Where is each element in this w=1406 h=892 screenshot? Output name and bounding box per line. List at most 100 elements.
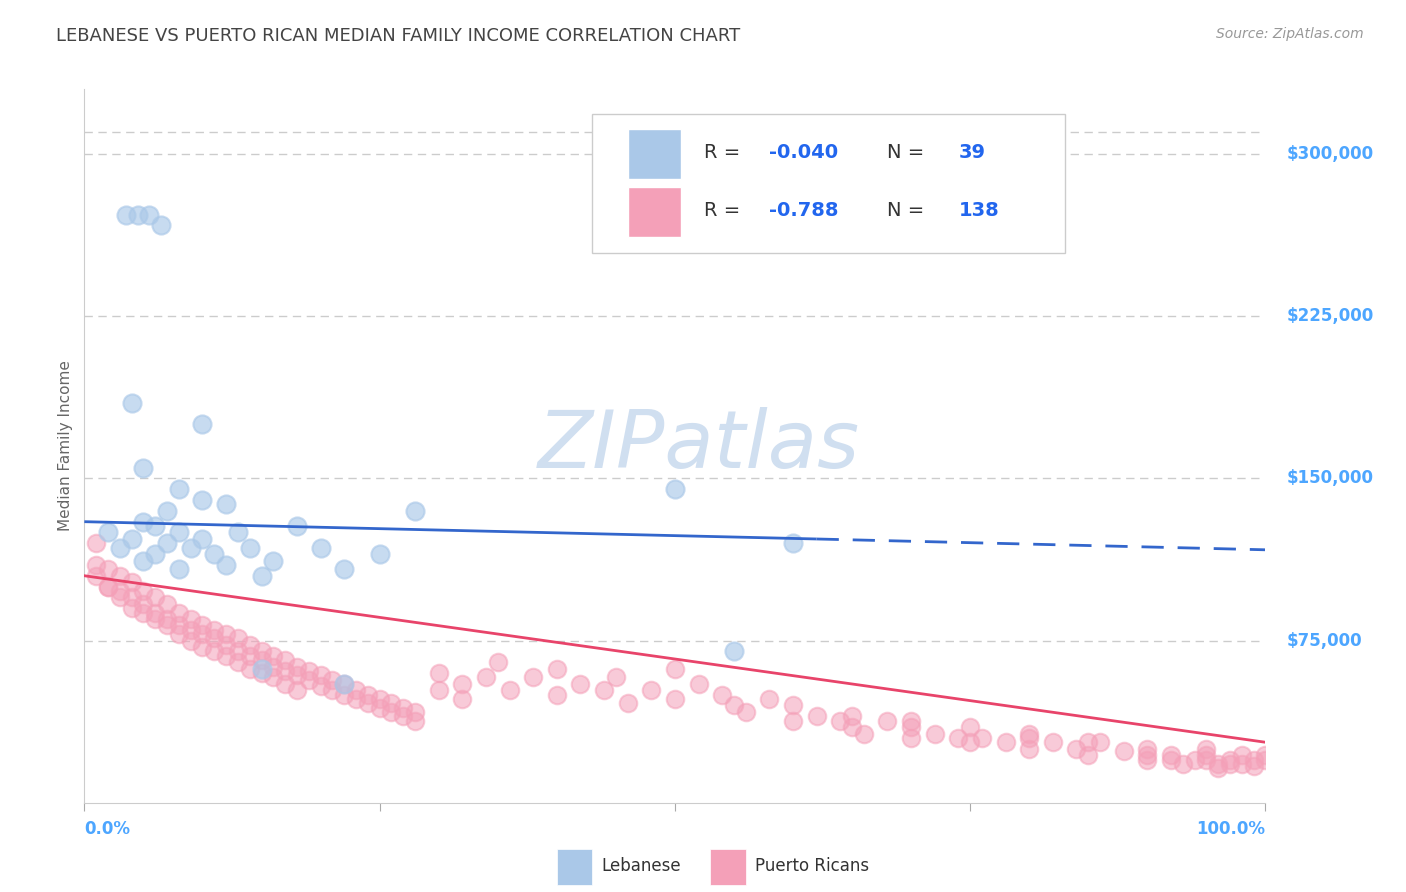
Bar (627, 129, 681, 179)
Point (1195, 741, 1218, 756)
Point (333, 677, 356, 691)
Point (108, 583, 131, 598)
Point (994, 735, 1017, 749)
Point (368, 700, 391, 714)
Point (321, 683, 343, 698)
Point (1243, 759, 1265, 773)
Point (1206, 761, 1229, 775)
Point (900, 720, 922, 734)
Point (226, 632, 249, 646)
Point (167, 562, 190, 576)
Point (121, 601, 143, 615)
Point (333, 677, 356, 691)
Bar (627, 186, 681, 236)
Point (309, 679, 332, 693)
Point (121, 532, 143, 546)
Point (1112, 744, 1135, 758)
Point (108, 568, 131, 582)
Point (451, 692, 474, 706)
Point (180, 623, 202, 637)
Point (191, 493, 214, 508)
Point (262, 659, 284, 673)
Point (368, 692, 391, 706)
Point (132, 553, 155, 567)
Point (664, 692, 686, 706)
Point (1243, 753, 1265, 767)
Point (380, 696, 402, 710)
Text: R =: R = (704, 144, 747, 162)
Point (132, 597, 155, 611)
Point (132, 583, 155, 598)
Point (274, 653, 297, 667)
Point (285, 668, 308, 682)
Point (108, 591, 131, 605)
Point (1088, 735, 1111, 749)
Point (250, 644, 273, 658)
Bar (710, 849, 745, 885)
Point (1254, 753, 1277, 767)
Point (1077, 748, 1099, 763)
Point (298, 673, 321, 687)
Point (250, 653, 273, 667)
Text: $225,000: $225,000 (1286, 307, 1374, 326)
Text: Lebanese: Lebanese (602, 856, 682, 874)
Point (143, 612, 166, 626)
Point (451, 677, 474, 691)
Point (522, 670, 544, 684)
Point (226, 525, 249, 540)
Point (250, 568, 273, 582)
Point (1160, 753, 1182, 767)
Point (841, 720, 863, 734)
Point (1195, 753, 1218, 767)
Point (138, 208, 160, 222)
Point (357, 696, 380, 710)
Point (191, 640, 214, 654)
Point (127, 208, 149, 222)
Point (723, 698, 745, 713)
Point (546, 688, 568, 702)
Point (1018, 741, 1040, 756)
Bar (557, 849, 592, 885)
Point (1136, 741, 1159, 756)
Point (404, 504, 426, 518)
Point (202, 632, 225, 646)
Point (239, 541, 262, 555)
Point (167, 618, 190, 632)
Point (380, 705, 402, 719)
Point (180, 633, 202, 648)
Text: Puerto Ricans: Puerto Ricans (755, 856, 869, 874)
Point (357, 688, 380, 702)
Point (1018, 726, 1040, 740)
Text: 39: 39 (959, 144, 986, 162)
Text: LEBANESE VS PUERTO RICAN MEDIAN FAMILY INCOME CORRELATION CHART: LEBANESE VS PUERTO RICAN MEDIAN FAMILY I… (56, 27, 741, 45)
Point (156, 504, 179, 518)
Point (486, 655, 509, 669)
Point (1160, 748, 1182, 763)
Point (215, 558, 238, 572)
Point (404, 705, 426, 719)
Point (143, 547, 166, 561)
Point (202, 547, 225, 561)
Point (226, 655, 249, 669)
Point (782, 698, 804, 713)
Point (298, 664, 321, 678)
Point (262, 553, 284, 567)
Text: Source: ZipAtlas.com: Source: ZipAtlas.com (1216, 27, 1364, 41)
Point (900, 731, 922, 745)
Point (84, 536, 107, 550)
Point (711, 688, 734, 702)
Point (84, 558, 107, 572)
Point (167, 482, 190, 496)
Text: 0.0%: 0.0% (84, 820, 131, 838)
Text: $300,000: $300,000 (1286, 145, 1374, 163)
Point (156, 612, 179, 626)
Point (948, 731, 970, 745)
Point (427, 666, 450, 681)
Point (180, 541, 202, 555)
Point (215, 497, 238, 511)
Point (121, 575, 143, 590)
Point (392, 700, 415, 714)
Point (605, 670, 627, 684)
Text: $150,000: $150,000 (1286, 469, 1374, 487)
Point (1184, 753, 1206, 767)
